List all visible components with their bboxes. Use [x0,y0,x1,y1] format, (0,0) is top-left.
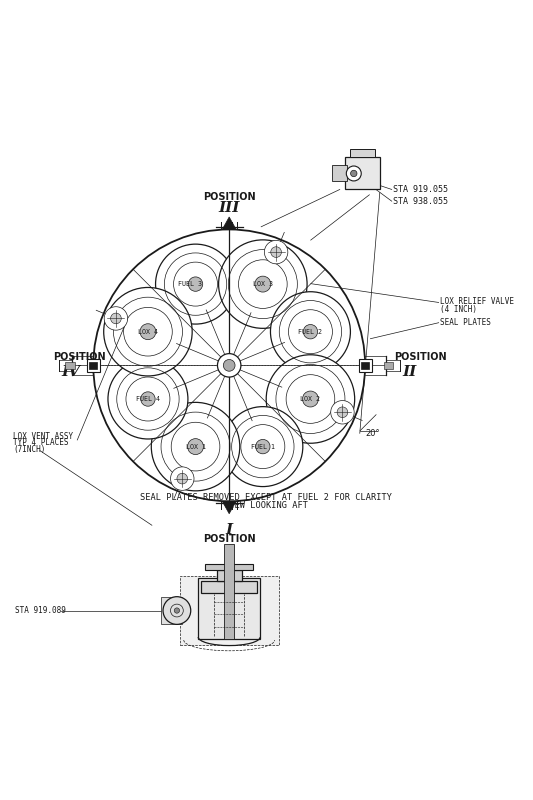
Bar [201,581,257,593]
Bar [65,362,75,369]
Text: LOX 3: LOX 3 [253,281,273,287]
Circle shape [303,325,318,339]
Circle shape [256,439,270,454]
Text: POSITION: POSITION [394,352,447,362]
Circle shape [223,359,235,371]
Circle shape [156,244,236,324]
Text: POSITION: POSITION [203,192,255,202]
Circle shape [351,170,357,177]
Bar [332,166,347,182]
Text: (4 INCH): (4 INCH) [440,305,477,314]
Text: IV: IV [61,365,80,378]
Circle shape [177,474,188,484]
Circle shape [303,391,318,407]
Text: LOX 1: LOX 1 [185,444,206,450]
Bar [359,359,372,372]
Bar [87,359,100,372]
Circle shape [104,306,128,330]
Circle shape [264,240,288,264]
Bar [345,158,380,190]
Circle shape [217,354,241,377]
Text: FUEL 4: FUEL 4 [136,396,160,402]
Text: LOX 4: LOX 4 [138,329,158,334]
Bar [161,598,182,624]
Circle shape [171,467,194,490]
Circle shape [255,276,271,292]
Text: II: II [402,365,417,378]
Polygon shape [222,217,236,230]
Circle shape [219,240,307,328]
Circle shape [223,406,303,486]
Text: SEAL PLATES REMOVED EXCEPT AT FUEL 2 FOR CLARITY: SEAL PLATES REMOVED EXCEPT AT FUEL 2 FOR… [141,493,392,502]
Bar [224,544,234,639]
Circle shape [93,230,365,502]
Text: FUEL 1: FUEL 1 [251,444,275,450]
Bar [384,362,393,369]
Circle shape [111,313,122,324]
Text: VIEW LOOKING AFT: VIEW LOOKING AFT [224,501,309,510]
Bar [361,362,369,369]
Circle shape [108,359,188,439]
Circle shape [104,287,192,376]
Text: LOX RELIEF VALVE: LOX RELIEF VALVE [440,297,514,306]
Text: I: I [225,522,233,537]
Polygon shape [222,502,236,514]
Circle shape [271,246,281,258]
Bar [90,362,97,369]
Text: FUEL 2: FUEL 2 [298,329,322,334]
Text: POSITION: POSITION [53,352,106,362]
Text: III: III [219,201,240,214]
Text: STA 919.055: STA 919.055 [393,185,448,194]
Circle shape [163,597,191,624]
Circle shape [330,401,354,424]
Text: 20°: 20° [366,429,380,438]
Circle shape [141,392,155,406]
Text: LOX VENT ASSY: LOX VENT ASSY [13,432,74,441]
Text: STA 938.055: STA 938.055 [393,197,448,206]
Bar [198,578,260,639]
Bar [350,150,375,158]
Bar [180,577,279,645]
Text: (7INCH): (7INCH) [13,445,46,454]
Circle shape [337,407,348,418]
Text: STA 919.089: STA 919.089 [15,606,66,615]
Text: LOX 2: LOX 2 [301,396,320,402]
Circle shape [151,402,240,491]
Text: POSITION: POSITION [203,534,255,544]
Text: SEAL PLATES: SEAL PLATES [440,318,490,327]
Circle shape [266,354,354,443]
Circle shape [140,324,156,340]
Bar [216,570,242,581]
Circle shape [188,277,203,291]
Text: TYP 4 PLACES: TYP 4 PLACES [13,438,69,447]
Circle shape [174,608,180,613]
Bar [206,564,253,570]
Circle shape [270,292,350,372]
Circle shape [188,438,204,454]
Text: FUEL 3: FUEL 3 [178,281,202,287]
Circle shape [346,166,361,181]
